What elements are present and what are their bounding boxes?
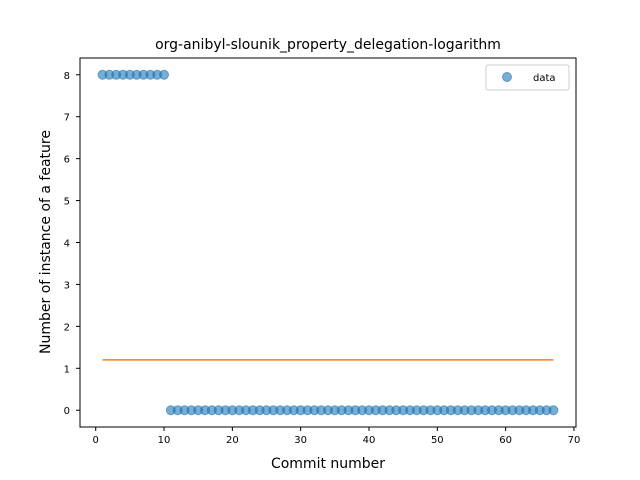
data-point (548, 405, 559, 416)
x-tick-label: 60 (499, 435, 512, 446)
y-tick-label: 6 (64, 155, 70, 166)
legend-box (485, 64, 570, 91)
y-tick-label: 3 (64, 280, 70, 291)
y-tick-label: 7 (64, 113, 70, 124)
legend: data (485, 64, 570, 91)
x-tick-label: 70 (568, 435, 581, 446)
x-tick-label: 50 (431, 435, 444, 446)
x-tick-label: 0 (93, 435, 99, 446)
y-tick-label: 5 (64, 197, 70, 208)
chart-title: org-anibyl-slounik_property_delegation-l… (155, 37, 501, 53)
data-point (159, 69, 170, 80)
legend-label: data (533, 73, 556, 84)
y-axis-label: Number of instance of a feature (38, 130, 54, 354)
y-tick-label: 2 (64, 322, 70, 333)
y-tick-label: 0 (64, 406, 70, 417)
y-tick-label: 4 (64, 239, 70, 250)
x-tick-label: 10 (158, 435, 171, 446)
x-tick-label: 40 (363, 435, 376, 446)
legend-marker (502, 72, 512, 82)
x-tick-label: 30 (294, 435, 307, 446)
x-axis-label: Commit number (271, 456, 385, 472)
x-tick-label: 20 (226, 435, 239, 446)
y-tick-label: 8 (64, 71, 70, 82)
y-tick-label: 1 (64, 364, 70, 375)
